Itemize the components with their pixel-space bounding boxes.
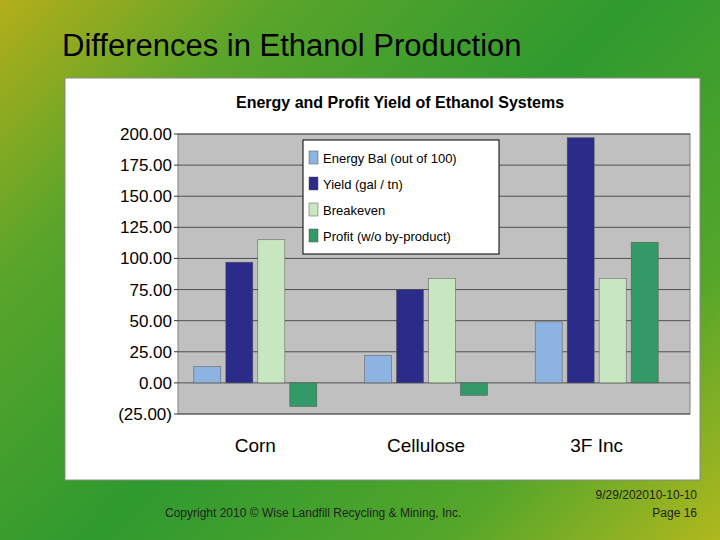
canvas: Differences in Ethanol Production Copyrig… bbox=[0, 0, 720, 540]
y-tick-label: 50.00 bbox=[129, 312, 172, 331]
bar bbox=[397, 290, 424, 383]
tick bbox=[174, 289, 178, 290]
date: 9/29/202010-10-10 bbox=[596, 488, 698, 502]
tick bbox=[174, 165, 178, 166]
plot-area bbox=[178, 134, 690, 414]
legend-swatch bbox=[309, 151, 318, 164]
legend-swatch bbox=[309, 229, 318, 242]
tick bbox=[174, 320, 178, 321]
chart-area bbox=[65, 78, 700, 480]
bar bbox=[631, 242, 658, 383]
page-number: Page 16 bbox=[652, 506, 697, 520]
tick bbox=[174, 351, 178, 352]
y-tick-label: 150.00 bbox=[120, 187, 172, 206]
grid-line bbox=[178, 258, 690, 259]
bar bbox=[599, 278, 626, 383]
tick bbox=[174, 258, 178, 259]
slide: Differences in Ethanol Production Copyrig… bbox=[0, 0, 720, 540]
bar bbox=[461, 383, 488, 395]
bar bbox=[258, 240, 285, 383]
bars bbox=[194, 138, 658, 407]
legend-label: Energy Bal (out of 100) bbox=[323, 151, 457, 166]
grid-line bbox=[178, 414, 690, 415]
footer: Copyright 2010 © Wise Landfill Recycling… bbox=[165, 506, 461, 520]
y-tick-label: 25.00 bbox=[129, 343, 172, 362]
x-tick-label: Corn bbox=[235, 435, 276, 456]
x-tick-label: 3F Inc bbox=[570, 435, 623, 456]
bar bbox=[226, 262, 253, 383]
tick bbox=[174, 382, 178, 383]
slide-title: Differences in Ethanol Production bbox=[62, 28, 522, 63]
bar bbox=[429, 278, 456, 383]
y-tick-label: 100.00 bbox=[120, 249, 172, 268]
y-tick-label: 175.00 bbox=[120, 156, 172, 175]
y-tick-label: (25.00) bbox=[118, 405, 172, 424]
bar bbox=[194, 367, 221, 383]
x-tick-label: Cellulose bbox=[387, 435, 465, 456]
tick bbox=[174, 134, 178, 135]
legend-swatch bbox=[309, 203, 318, 216]
legend-label: Yield (gal / tn) bbox=[323, 177, 403, 192]
chart-title: Energy and Profit Yield of Ethanol Syste… bbox=[236, 94, 564, 111]
grid-line bbox=[178, 134, 690, 135]
bar bbox=[535, 322, 562, 383]
tick bbox=[174, 196, 178, 197]
y-tick-label: 125.00 bbox=[120, 218, 172, 237]
y-tick-label: 200.00 bbox=[120, 125, 172, 144]
bar bbox=[567, 138, 594, 383]
y-tick-label: 0.00 bbox=[139, 374, 172, 393]
legend bbox=[303, 140, 499, 254]
tick bbox=[174, 227, 178, 228]
legend-swatch bbox=[309, 177, 318, 190]
tick bbox=[174, 414, 178, 415]
bar bbox=[290, 383, 317, 407]
legend-label: Profit (w/o by-product) bbox=[323, 229, 451, 244]
y-tick-label: 75.00 bbox=[129, 281, 172, 300]
legend-label: Breakeven bbox=[323, 203, 385, 218]
bar bbox=[365, 356, 392, 383]
